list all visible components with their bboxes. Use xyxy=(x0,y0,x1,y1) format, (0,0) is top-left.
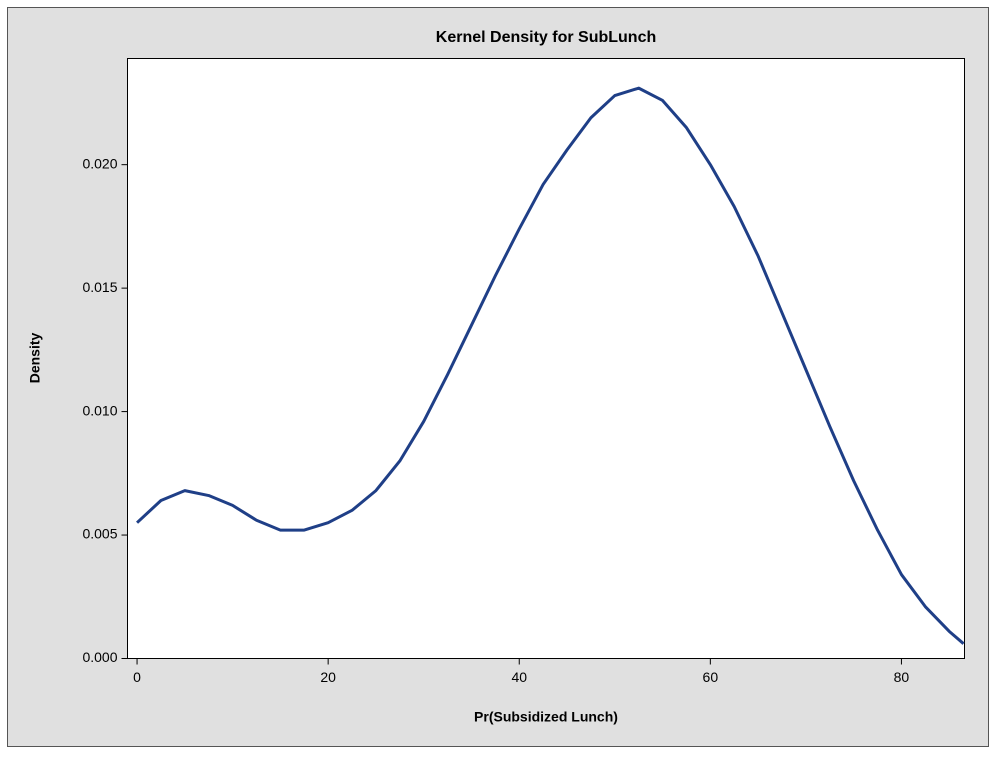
x-tick-label: 60 xyxy=(703,669,719,685)
y-tick-label: 0.010 xyxy=(82,402,117,418)
y-tick-label: 0.000 xyxy=(82,649,117,665)
plot-area xyxy=(127,58,965,659)
y-tick-label: 0.020 xyxy=(82,155,117,171)
x-tick-label: 20 xyxy=(320,669,336,685)
x-tick-label: 0 xyxy=(133,669,141,685)
x-tick-label: 40 xyxy=(511,669,527,685)
x-axis-label: Pr(Subsidized Lunch) xyxy=(474,709,618,725)
density-line xyxy=(136,86,965,645)
x-tick-label: 80 xyxy=(894,669,910,685)
y-axis-label: Density xyxy=(27,333,43,384)
y-tick-label: 0.005 xyxy=(82,526,117,542)
chart-title: Kernel Density for SubLunch xyxy=(436,29,656,46)
y-tick-label: 0.015 xyxy=(82,279,117,295)
